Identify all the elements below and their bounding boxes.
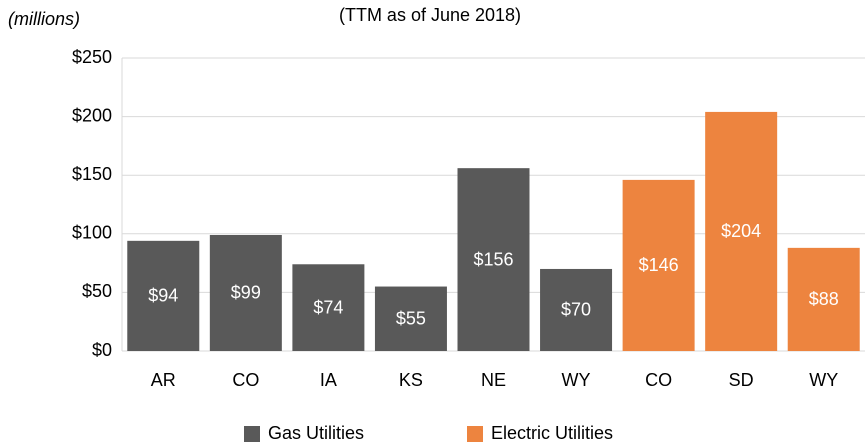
- y-axis-label: (millions): [8, 9, 80, 29]
- data-label: $156: [473, 249, 513, 269]
- y-tick-label: $0: [92, 340, 112, 360]
- bar: [622, 179, 695, 351]
- legend-swatch: [244, 426, 260, 442]
- x-tick-label: CO: [645, 370, 672, 390]
- x-tick-label: CO: [232, 370, 259, 390]
- y-tick-label: $100: [72, 223, 112, 243]
- data-label: $70: [561, 300, 591, 320]
- bar: [209, 234, 282, 351]
- x-tick-label: NE: [481, 370, 506, 390]
- chart-subtitle: (TTM as of June 2018): [339, 5, 521, 25]
- bar: [374, 286, 447, 351]
- legend-swatch: [467, 426, 483, 442]
- data-label: $99: [231, 283, 261, 303]
- y-tick-label: $250: [72, 47, 112, 67]
- legend-label: Gas Utilities: [268, 423, 364, 443]
- bar: [292, 264, 365, 351]
- data-label: $74: [313, 297, 343, 317]
- bar: [540, 268, 613, 351]
- x-tick-label: SD: [729, 370, 754, 390]
- x-tick-label: AR: [151, 370, 176, 390]
- data-label: $204: [721, 221, 761, 241]
- y-tick-label: $50: [82, 281, 112, 301]
- bar: [127, 240, 200, 351]
- data-label: $55: [396, 309, 426, 329]
- bar: [457, 168, 530, 351]
- data-label: $88: [809, 289, 839, 309]
- data-label: $146: [639, 255, 679, 275]
- bar: [787, 247, 860, 351]
- x-tick-label: WY: [562, 370, 591, 390]
- bar: [705, 111, 778, 351]
- legend-label: Electric Utilities: [491, 423, 613, 443]
- y-tick-label: $200: [72, 105, 112, 125]
- x-tick-label: KS: [399, 370, 423, 390]
- y-tick-label: $150: [72, 164, 112, 184]
- x-tick-label: WY: [809, 370, 838, 390]
- data-label: $94: [148, 286, 178, 306]
- x-tick-label: IA: [320, 370, 337, 390]
